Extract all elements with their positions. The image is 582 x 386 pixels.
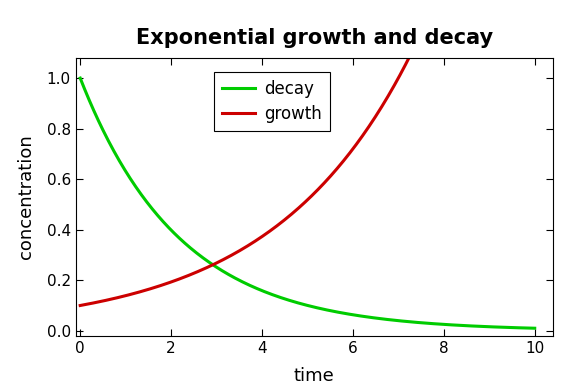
decay — [77, 76, 84, 80]
decay — [322, 308, 329, 312]
decay — [347, 312, 354, 317]
X-axis label: time: time — [294, 367, 335, 385]
Line: decay: decay — [80, 78, 535, 328]
decay — [293, 300, 300, 305]
Y-axis label: concentration: concentration — [17, 134, 36, 259]
growth — [295, 205, 302, 210]
growth — [77, 303, 84, 308]
Line: growth: growth — [80, 0, 535, 305]
decay — [295, 301, 302, 305]
growth — [293, 208, 300, 213]
growth — [347, 149, 354, 154]
decay — [531, 326, 538, 330]
Title: Exponential growth and decay: Exponential growth and decay — [136, 28, 493, 48]
Legend: decay, growth: decay, growth — [214, 72, 330, 131]
decay — [449, 323, 456, 327]
decay — [520, 326, 527, 330]
growth — [322, 179, 329, 183]
